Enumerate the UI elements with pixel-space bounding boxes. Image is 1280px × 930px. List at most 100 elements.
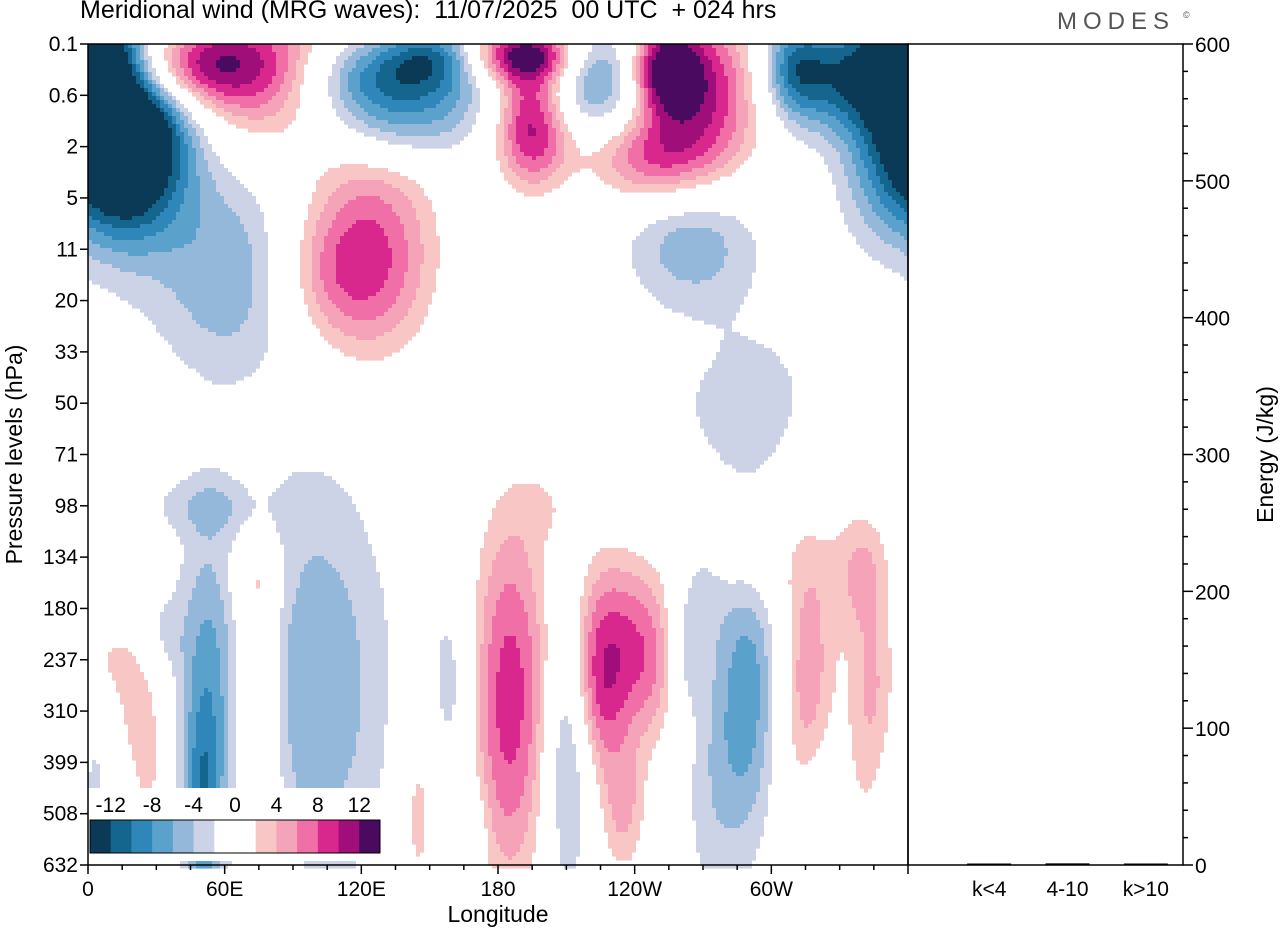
heat-cell [176, 736, 184, 741]
heat-cell [388, 108, 424, 113]
heat-cell [592, 588, 612, 593]
heat-cell [692, 168, 716, 173]
heat-cell [108, 664, 140, 669]
heat-cell [504, 148, 512, 153]
heat-cell [336, 272, 388, 277]
heat-cell [316, 180, 348, 185]
heat-cell [792, 588, 808, 593]
heat-cell [548, 144, 556, 149]
heat-cell [756, 644, 764, 649]
heat-cell [532, 640, 540, 645]
heat-cell [636, 44, 640, 49]
heat-cell [656, 676, 664, 681]
heat-cell [520, 648, 532, 653]
heat-cell [252, 304, 268, 309]
heat-cell [228, 520, 244, 525]
heat-cell [660, 124, 708, 129]
heat-cell [652, 684, 664, 689]
heat-cell [300, 280, 312, 285]
heat-cell [132, 216, 156, 221]
heat-cell [764, 640, 772, 645]
heat-cell [716, 652, 732, 657]
heat-cell [392, 304, 412, 309]
heat-cell [180, 644, 196, 649]
heat-cell [596, 652, 604, 657]
heat-cell [608, 800, 636, 805]
heat-cell [516, 756, 528, 761]
heat-cell [644, 84, 648, 89]
heat-cell [532, 708, 540, 713]
heat-cell [360, 644, 388, 649]
heat-cell [276, 64, 288, 69]
heat-cell [556, 788, 580, 793]
heat-cell [288, 652, 360, 657]
heat-cell [788, 92, 800, 97]
heat-cell [428, 76, 444, 81]
heat-cell [792, 52, 852, 57]
heat-cell [696, 408, 792, 413]
heat-cell [660, 44, 688, 49]
heat-cell [228, 776, 236, 781]
heat-cell [860, 184, 872, 189]
heat-cell [864, 708, 876, 713]
heat-cell [140, 44, 144, 49]
heat-cell [180, 160, 188, 165]
heat-cell [600, 624, 636, 629]
heat-cell [732, 156, 748, 161]
heat-cell [712, 712, 724, 717]
heat-cell [772, 60, 776, 65]
heat-cell [624, 704, 644, 709]
heat-cell [180, 568, 200, 573]
heat-cell [360, 56, 376, 61]
heat-cell [356, 116, 376, 121]
heat-cell [744, 84, 752, 89]
heat-cell [580, 624, 584, 629]
heat-cell [404, 192, 424, 197]
heat-cell [400, 64, 432, 69]
heat-cell [528, 816, 536, 821]
heat-cell [668, 268, 720, 273]
heat-cell [548, 96, 552, 101]
heat-cell [200, 772, 208, 777]
heat-cell [880, 684, 892, 689]
heat-cell [712, 736, 724, 741]
heat-cell [224, 108, 280, 113]
heat-cell [336, 268, 388, 273]
heat-cell [852, 136, 864, 141]
heat-cell [88, 776, 100, 781]
heat-cell [504, 584, 516, 589]
heat-cell [188, 608, 224, 613]
heat-cell [236, 212, 264, 217]
heat-cell [692, 816, 716, 821]
heat-cell [540, 652, 548, 657]
heat-cell [192, 592, 220, 597]
heat-cell [836, 184, 848, 189]
heat-cell [816, 148, 836, 153]
heat-cell [440, 676, 456, 681]
heat-cell [324, 244, 336, 249]
heat-cell [636, 752, 652, 757]
heat-cell [640, 708, 656, 713]
heat-cell [724, 244, 756, 249]
heat-cell [764, 760, 772, 765]
heat-cell [340, 572, 380, 577]
heat-cell [280, 704, 288, 709]
heat-cell [488, 828, 492, 833]
heat-cell [760, 672, 768, 677]
heat-cell [168, 112, 172, 117]
heat-cell [424, 244, 440, 249]
heat-cell [340, 92, 352, 97]
heat-cell [288, 664, 360, 669]
heat-cell [496, 608, 524, 613]
heat-cell [768, 660, 772, 665]
heat-cell [532, 688, 540, 693]
heat-cell [440, 688, 456, 693]
heat-cell [316, 300, 332, 305]
heat-cell [200, 704, 212, 709]
heat-cell [764, 628, 772, 633]
heat-cell [624, 700, 644, 705]
heat-cell [484, 812, 492, 817]
heat-cell [616, 676, 640, 681]
heat-cell [620, 652, 644, 657]
heat-cell [532, 784, 540, 789]
